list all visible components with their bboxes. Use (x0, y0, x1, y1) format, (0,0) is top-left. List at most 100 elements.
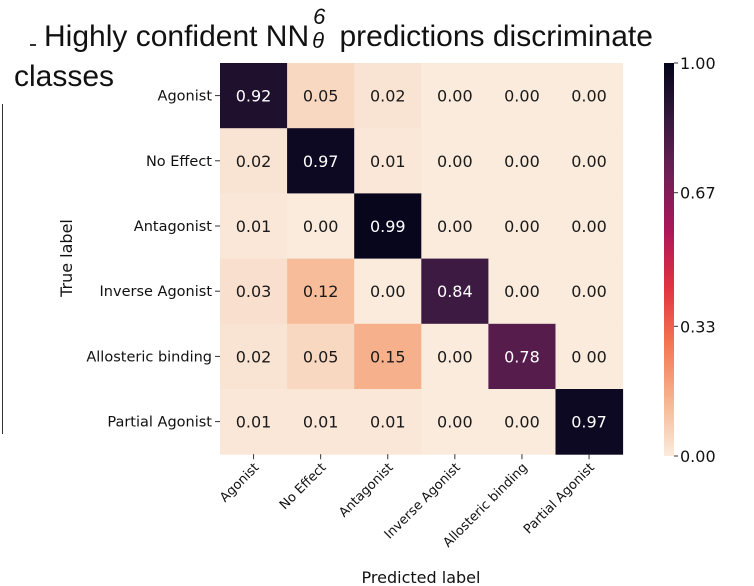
cell-label-0-2: 0.02 (370, 87, 406, 106)
cell-4-1 (287, 323, 355, 390)
cell-5-2 (354, 389, 422, 455)
colorbar-tick-label-3: 1.00 (680, 54, 716, 73)
cell-label-3-4: 0.00 (504, 282, 540, 301)
cell-1-1 (287, 128, 355, 194)
cell-2-0 (220, 193, 288, 260)
cell-label-4-5: 0 00 (571, 347, 607, 366)
cell-3-1 (287, 258, 355, 325)
y-axis-label: True label (57, 219, 76, 298)
row-label-3: Inverse Agonist (100, 284, 213, 300)
cell-2-5 (555, 193, 624, 260)
cell-2-2 (354, 193, 422, 260)
cell-0-3 (421, 63, 489, 129)
cell-1-0 (220, 128, 288, 194)
cell-label-3-3: 0.84 (437, 282, 473, 301)
cell-0-0 (220, 63, 288, 129)
cell-3-4 (488, 258, 556, 325)
cell-4-5 (555, 323, 624, 390)
col-label-0: Agonist (217, 460, 262, 505)
cell-label-5-3: 0.00 (437, 413, 473, 432)
heatmap-cells: 0.92 0.05 0.02 0.00 0.00 0.00 0.02 0.97 0.01 0.00… (220, 63, 624, 455)
cell-0-1 (287, 63, 355, 129)
cell-label-0-3: 0.00 (437, 87, 473, 106)
cell-3-5 (555, 258, 624, 325)
cell-label-3-1: 0.12 (303, 282, 339, 301)
cell-3-0 (220, 258, 288, 325)
chart-title-line2: classes (14, 60, 115, 93)
row-label-5: Partial Agonist (107, 415, 212, 431)
title-text-after: predictions discriminate (331, 20, 653, 53)
colorbar-tick-label-1: 0.33 (680, 317, 716, 336)
cell-0-4 (488, 63, 556, 129)
cell-3-3 (421, 258, 489, 325)
cell-label-2-4: 0.00 (504, 217, 540, 236)
cell-0-2 (354, 63, 422, 129)
cell-1-5 (555, 128, 624, 194)
cell-2-4 (488, 193, 556, 260)
colorbar-tick-label-0: 0.00 (680, 447, 716, 466)
cell-4-2 (354, 323, 422, 390)
cell-5-0 (220, 389, 288, 455)
col-label-2: Antagonist (336, 460, 396, 520)
cell-label-2-0: 0.01 (236, 217, 272, 236)
col-label-5: Partial Agonist (521, 460, 598, 537)
cell-5-3 (421, 389, 489, 455)
cell-label-1-0: 0.02 (236, 152, 272, 171)
cell-3-2 (354, 258, 422, 325)
cell-label-2-5: 0.00 (571, 217, 607, 236)
col-label-1: No Effect (277, 460, 329, 512)
decorative-dash (30, 44, 36, 46)
title-subscript: θ (312, 28, 325, 53)
row-label-1: No Effect (146, 154, 212, 170)
colorbar-tick-label-2: 0.67 (680, 184, 716, 203)
cell-label-4-4: 0.78 (504, 347, 540, 366)
cell-label-0-4: 0.00 (504, 87, 540, 106)
colorbar: 0.00 0.33 0.67 1.00 (664, 54, 716, 466)
title-superscript: 6 (313, 4, 326, 29)
cell-4-4 (488, 323, 556, 390)
cell-label-1-4: 0.00 (504, 152, 540, 171)
row-label-4: Allosteric binding (86, 349, 212, 365)
cell-label-3-5: 0.00 (571, 282, 607, 301)
cell-label-4-3: 0.00 (437, 347, 473, 366)
cell-5-4 (488, 389, 556, 455)
title-text-before: Highly confident NN (44, 20, 310, 53)
row-tick-labels: Agonist No Effect Antagonist Inverse Agonis… (86, 89, 220, 431)
cell-label-5-5: 0.97 (571, 413, 607, 432)
cell-label-5-4: 0.00 (504, 413, 540, 432)
chart-title: Highly confident NN 6 θ predictions discri… (44, 4, 653, 54)
side-rule (2, 104, 3, 434)
cell-label-4-2: 0.15 (370, 347, 406, 366)
cell-label-1-2: 0.01 (370, 152, 406, 171)
cell-label-0-0: 0.92 (236, 87, 272, 106)
cell-5-5 (555, 389, 624, 455)
x-axis-label: Predicted label (362, 568, 481, 586)
cell-label-0-5: 0.00 (571, 87, 607, 106)
cell-1-3 (421, 128, 489, 194)
cell-1-2 (354, 128, 422, 194)
cell-label-4-0: 0.02 (236, 347, 272, 366)
cell-label-5-1: 0.01 (303, 413, 339, 432)
cell-4-0 (220, 323, 288, 390)
cell-label-0-1: 0.05 (303, 87, 339, 106)
cell-0-5 (555, 63, 624, 129)
cell-label-2-1: 0.00 (303, 217, 339, 236)
cell-label-4-1: 0.05 (303, 347, 339, 366)
cell-label-5-2: 0.01 (370, 413, 406, 432)
cell-5-1 (287, 389, 355, 455)
cell-label-3-0: 0.03 (236, 282, 272, 301)
cell-label-2-3: 0.00 (437, 217, 473, 236)
colorbar-gradient (664, 63, 674, 456)
cell-1-4 (488, 128, 556, 194)
cell-label-3-2: 0.00 (370, 282, 406, 301)
cell-label-1-5: 0.00 (571, 152, 607, 171)
cell-label-2-2: 0.99 (370, 217, 406, 236)
cell-label-5-0: 0.01 (236, 413, 272, 432)
row-label-0: Agonist (158, 89, 213, 105)
cell-2-3 (421, 193, 489, 260)
cell-4-3 (421, 323, 489, 390)
